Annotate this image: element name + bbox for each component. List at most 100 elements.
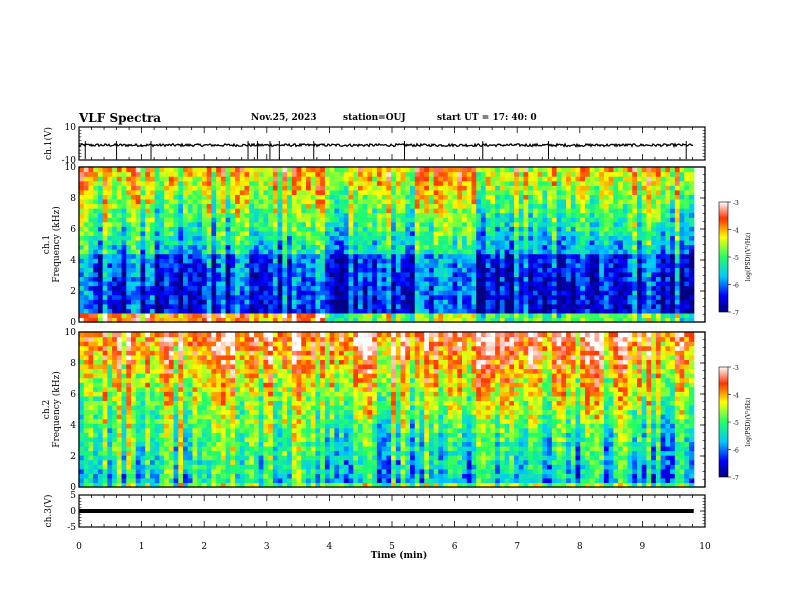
spectrogram-cell: [244, 198, 250, 205]
spectrogram-cell: [121, 280, 127, 287]
spectrogram-cell: [367, 167, 373, 173]
spectrogram-cell: [116, 244, 123, 250]
spectrogram-cell: [433, 290, 439, 296]
spectrogram-cell: [211, 299, 217, 305]
spectrogram-cell: [391, 176, 397, 182]
spectrogram-cell: [438, 308, 444, 314]
spectrogram-cell: [258, 312, 265, 319]
spectrogram-cell: [140, 244, 146, 250]
spectrogram-cell: [485, 208, 491, 214]
spectrogram-cell: [485, 280, 491, 287]
spectrogram-cell: [305, 294, 312, 300]
spectrogram-cell: [324, 217, 331, 223]
spectrogram-cell: [197, 203, 203, 209]
spectrogram-cell: [689, 194, 695, 200]
spectrogram-cell: [462, 230, 468, 236]
spectrogram-cell: [485, 294, 491, 300]
spectrogram-cell: [674, 317, 681, 323]
spectrogram-cell: [149, 189, 156, 195]
spectrogram-cell: [97, 203, 104, 209]
y-tick-label: 10: [65, 123, 77, 133]
spectrogram-cell: [116, 189, 123, 195]
spectrogram-cell: [372, 253, 378, 259]
spectrogram-cell: [457, 189, 463, 195]
spectrogram-cell: [674, 312, 681, 319]
spectrogram-cell: [324, 244, 331, 250]
spectrogram-cell: [173, 317, 179, 323]
spectrogram-cell: [433, 267, 439, 273]
spectrogram-cell: [504, 176, 510, 182]
spectrogram-cell: [334, 299, 340, 305]
spectrogram-cell: [187, 290, 194, 296]
spectrogram-cell: [636, 280, 643, 287]
spectrogram-cell: [410, 221, 416, 227]
y-tick-label: 10: [65, 163, 77, 173]
spectrogram-cell: [551, 226, 558, 232]
spectrogram-cell: [499, 180, 506, 186]
spectrogram-cell: [428, 221, 435, 227]
spectrogram-cell: [197, 308, 203, 314]
spectrogram-cell: [159, 271, 165, 278]
spectrogram-cell: [140, 194, 146, 200]
spectrogram-cell: [660, 285, 666, 291]
spectrogram-cell: [655, 280, 662, 287]
spectrogram-cell: [428, 180, 435, 186]
spectrogram-cell: [315, 217, 321, 223]
spectrogram-cell: [225, 244, 231, 250]
spectrogram-cell: [405, 180, 411, 186]
spectrogram-cell: [135, 317, 142, 323]
spectrogram-cell: [542, 267, 548, 273]
spectrogram-cell: [641, 212, 648, 218]
spectrogram-cell: [253, 203, 260, 209]
spectrogram-cell: [334, 262, 340, 268]
spectrogram-cell: [622, 285, 629, 291]
spectrogram-cell: [632, 249, 638, 255]
spectrogram-cell: [107, 194, 113, 200]
spectrogram-cell: [419, 276, 425, 282]
spectrogram-cell: [164, 212, 170, 218]
spectrogram-cell: [244, 208, 250, 214]
spectrogram-cell: [93, 271, 99, 278]
spectrogram-cell: [391, 258, 397, 264]
spectrogram-cell: [324, 189, 331, 195]
spectrogram-cell: [566, 249, 572, 255]
spectrogram-cell: [301, 280, 307, 287]
spectrogram-cell: [121, 194, 127, 200]
spectrogram-cell: [154, 239, 160, 246]
spectrogram-cell: [410, 276, 416, 282]
spectrogram-cell: [197, 271, 203, 278]
spectrogram-cell: [504, 217, 510, 223]
spectrogram-cell: [424, 303, 430, 309]
spectrogram-cell: [651, 235, 657, 241]
spectrogram-cell: [334, 198, 340, 205]
spectrogram-cell: [689, 267, 695, 273]
spectrogram-cell: [88, 212, 94, 218]
spectrogram-cell: [414, 198, 421, 205]
spectrogram-cell: [400, 239, 406, 246]
spectrogram-cell: [622, 244, 629, 250]
spectrogram-cell: [258, 258, 265, 264]
spectrogram-cell: [580, 203, 586, 209]
spectrogram-cell: [485, 221, 491, 227]
spectrogram-cell: [480, 180, 487, 186]
spectrogram-cell: [220, 253, 227, 259]
spectrogram-cell: [315, 280, 321, 287]
spectrogram-cell: [135, 189, 142, 195]
spectrogram-cell: [561, 258, 567, 264]
spectrogram-cell: [419, 221, 425, 227]
spectrogram-cell: [258, 267, 265, 273]
spectrogram-cell: [405, 290, 411, 296]
spectrogram-cell: [343, 230, 350, 236]
spectrogram-cell: [291, 203, 298, 209]
spectrogram-cell: [206, 235, 213, 241]
spectrogram-cell: [580, 312, 586, 319]
spectrogram-cell: [528, 267, 534, 273]
spectrogram-cell: [410, 198, 416, 205]
spectrogram-cell: [689, 299, 695, 305]
spectrogram-cell: [263, 167, 269, 173]
spectrogram-cell: [343, 208, 350, 214]
spectrogram-cell: [466, 303, 473, 309]
spectrogram-cell: [263, 226, 269, 232]
spectrogram-cell: [367, 253, 373, 259]
spectrogram-cell: [244, 317, 250, 323]
